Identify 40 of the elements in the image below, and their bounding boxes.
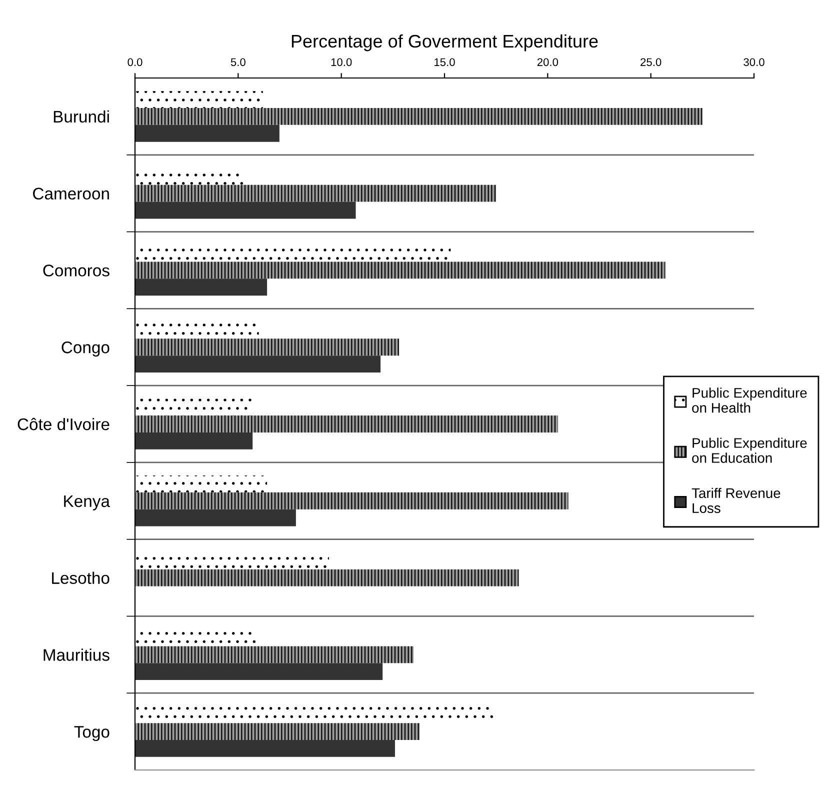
chart-title: Percentage of Goverment Expenditure xyxy=(292,34,598,52)
bar xyxy=(135,476,268,492)
bar xyxy=(135,492,568,510)
bar xyxy=(135,278,268,296)
bar xyxy=(135,416,558,432)
bar xyxy=(135,569,519,586)
x-tick-label: 0.0 xyxy=(128,58,142,66)
bar xyxy=(135,432,253,450)
bar xyxy=(135,262,666,279)
bar xyxy=(135,356,381,372)
y-tick-label: Congo xyxy=(62,342,110,357)
bar xyxy=(135,398,253,416)
bar xyxy=(135,723,420,740)
bar xyxy=(135,663,383,680)
x-tick-label: 5.0 xyxy=(230,58,246,66)
y-tick-label: Mauritius xyxy=(44,648,110,661)
x-tick-label: 20.0 xyxy=(537,58,558,66)
legend-label: Tariff Revenue Loss xyxy=(692,488,780,514)
x-tick-label: 25.0 xyxy=(640,58,662,66)
x-tick-label: 10.0 xyxy=(331,58,352,66)
bar xyxy=(135,108,702,125)
x-tick-label: 30.0 xyxy=(744,58,764,66)
y-tick-label: Kenya xyxy=(64,495,110,510)
bar xyxy=(135,124,280,142)
bar xyxy=(135,509,296,526)
x-tick-label: 15.0 xyxy=(434,58,455,66)
bar xyxy=(135,91,263,108)
bar xyxy=(135,338,400,356)
bar xyxy=(135,646,414,664)
y-tick-label: Comoros xyxy=(43,264,110,276)
y-tick-label: Lesotho xyxy=(52,572,110,584)
bar xyxy=(135,202,356,219)
y-tick-label: Togo xyxy=(74,726,110,742)
bar xyxy=(135,740,395,757)
bar xyxy=(135,184,496,202)
y-tick-label: Côte d'Ivoire xyxy=(18,418,110,430)
legend-label: Public Expenditure on Health xyxy=(692,388,807,413)
y-tick-label: Cameroon xyxy=(33,188,109,200)
legend-label: Public Expenditure on Education xyxy=(692,438,807,463)
y-tick-label: Burundi xyxy=(54,110,109,123)
